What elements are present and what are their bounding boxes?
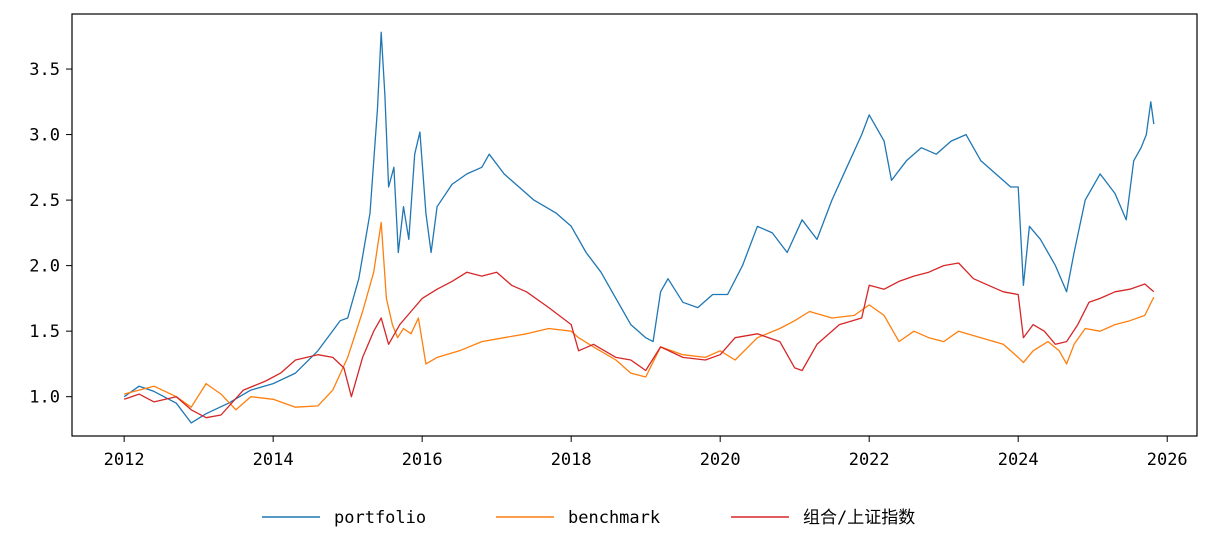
y-tick-label: 2.0 [29,257,60,277]
x-tick-label: 2016 [402,450,443,470]
plot-area [123,31,1155,424]
x-tick-label: 2012 [104,450,145,470]
x-tick-label: 2026 [1147,450,1188,470]
plot-frame [71,13,1198,437]
legend-label: portfolio [334,508,426,528]
legend: portfolio benchmark 组合/上证指数 [262,508,915,528]
y-tick-label: 3.0 [29,126,60,146]
x-tick-label: 2024 [998,450,1039,470]
legend-item-1: benchmark [496,508,660,528]
legend-label: benchmark [568,508,660,528]
y-axis: 1.0 1.5 2.0 2.5 3.0 3.5 [29,60,72,408]
x-tick-label: 2020 [700,450,741,470]
x-tick-label: 2014 [253,450,294,470]
y-tick-label: 1.5 [29,322,60,342]
series-line-2 [123,262,1155,419]
legend-label: 组合/上证指数 [803,508,915,528]
legend-item-2: 组合/上证指数 [731,508,915,528]
y-tick-label: 2.5 [29,191,60,211]
x-axis: 2012 2014 2016 2018 2020 2022 2024 2026 [104,436,1188,470]
y-tick-label: 1.0 [29,388,60,408]
series-line-0 [123,31,1155,424]
x-tick-label: 2022 [849,450,890,470]
x-tick-label: 2018 [551,450,592,470]
series-line-1 [124,221,1155,411]
legend-item-0: portfolio [262,508,426,528]
y-tick-label: 3.5 [29,60,60,80]
